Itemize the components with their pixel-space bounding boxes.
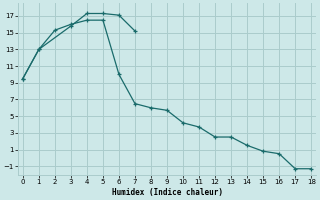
X-axis label: Humidex (Indice chaleur): Humidex (Indice chaleur) xyxy=(112,188,222,197)
